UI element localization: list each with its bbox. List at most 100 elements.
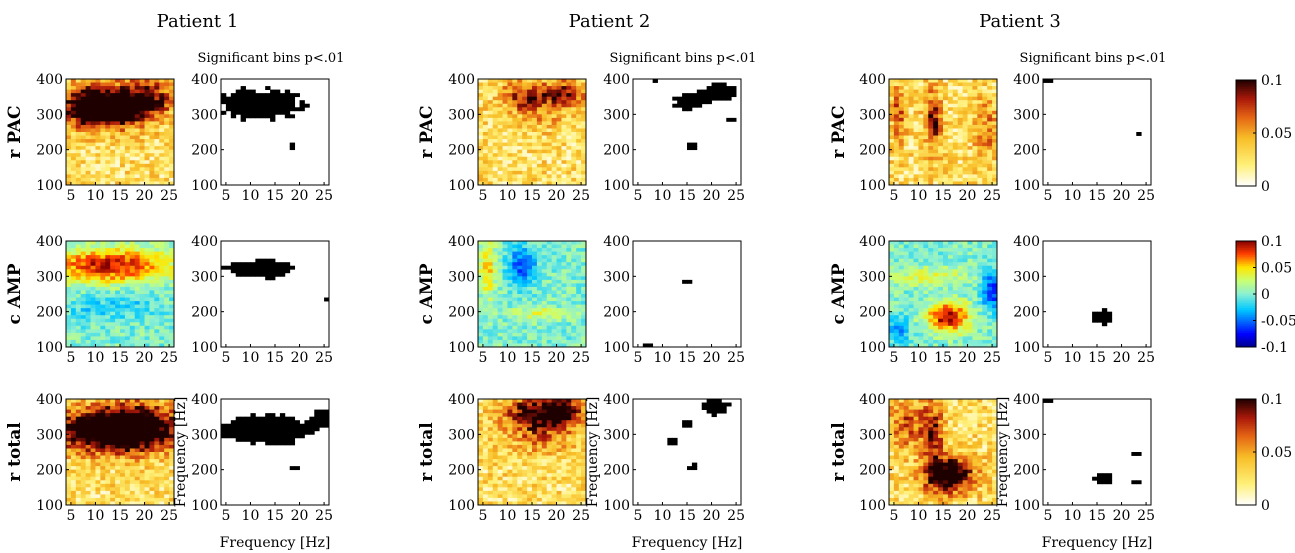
heatmap-cell	[120, 329, 126, 334]
heatmap-cell	[977, 89, 983, 94]
heatmap-cell	[918, 142, 924, 147]
heatmap-cell	[913, 258, 919, 263]
heatmap-cell	[561, 135, 567, 140]
heatmap-cell	[144, 409, 150, 414]
heatmap-cell	[139, 455, 145, 460]
heatmap-cell	[105, 156, 111, 161]
heatmap-cell	[169, 103, 175, 108]
heatmap-cell	[527, 304, 533, 309]
significant-bin	[289, 142, 296, 147]
heatmap-cell	[144, 167, 150, 172]
heatmap-cell	[80, 459, 87, 463]
heatmap-cell	[561, 139, 567, 143]
heatmap-cell	[110, 462, 116, 467]
heatmap-cell	[129, 501, 136, 506]
significant-bin	[701, 89, 708, 94]
heatmap-cell	[149, 332, 155, 337]
heatmap-cell	[893, 146, 900, 151]
heatmap-cell	[90, 315, 96, 320]
heatmap-cell	[120, 181, 126, 186]
heatmap-cell	[507, 297, 513, 302]
heatmap-cell	[478, 93, 484, 98]
heatmap-cell	[952, 308, 959, 313]
heatmap-cell	[943, 283, 949, 288]
heatmap-cell	[551, 272, 557, 277]
heatmap-cell	[105, 336, 111, 341]
heatmap-cell	[134, 286, 141, 291]
heatmap-cell	[487, 121, 494, 126]
heatmap-cell	[889, 139, 895, 143]
heatmap-cell	[85, 497, 91, 502]
heatmap-cell	[75, 487, 82, 492]
significant-bin	[270, 272, 276, 277]
heatmap-cell	[134, 110, 141, 115]
heatmap-cell	[492, 96, 499, 101]
heatmap-cell	[527, 107, 533, 112]
heatmap-cell	[913, 311, 919, 316]
y-tick-label: 400	[36, 234, 63, 250]
heatmap-cell	[982, 107, 988, 112]
heatmap-cell	[100, 142, 106, 147]
heatmap-cell	[541, 117, 548, 122]
heatmap-cell	[943, 318, 949, 323]
heatmap-cell	[134, 332, 141, 337]
heatmap-cell	[139, 483, 145, 488]
heatmap-cell	[139, 308, 145, 313]
heatmap-cell	[105, 89, 111, 94]
heatmap-cell	[110, 311, 116, 316]
heatmap-cell	[487, 336, 494, 341]
heatmap-cell	[139, 276, 145, 281]
heatmap-cell	[933, 177, 939, 182]
heatmap-cell	[581, 286, 587, 291]
heatmap-cell	[952, 269, 959, 274]
heatmap-cell	[149, 455, 155, 460]
significant-bin	[682, 93, 688, 98]
heatmap-cell	[522, 343, 528, 348]
heatmap-cell	[923, 262, 929, 267]
heatmap-cell	[522, 117, 528, 122]
significant-bin	[225, 100, 232, 105]
heatmap-cell	[566, 156, 572, 161]
heatmap-cell	[75, 86, 82, 90]
heatmap-cell	[154, 163, 160, 168]
heatmap-cell	[75, 301, 82, 305]
heatmap-cell	[933, 325, 939, 330]
heatmap-cell	[928, 283, 934, 288]
heatmap-cell	[512, 251, 518, 256]
heatmap-cell	[898, 325, 905, 330]
heatmap-cell	[908, 160, 914, 165]
heatmap-cell	[571, 96, 577, 101]
heatmap-cell	[561, 149, 567, 154]
heatmap-cell	[66, 304, 72, 309]
heatmap-cell	[144, 128, 150, 133]
heatmap-cell	[164, 160, 170, 165]
heatmap-cell	[492, 89, 499, 94]
heatmap-cell	[898, 248, 905, 252]
heatmap-cell	[576, 160, 582, 165]
heatmap-cell	[478, 265, 484, 270]
significant-bin	[279, 93, 286, 98]
heatmap-cell	[536, 290, 543, 295]
heatmap-cell	[95, 294, 101, 298]
significant-bin	[245, 265, 251, 270]
heatmap-cell	[571, 167, 577, 172]
heatmap-cell	[144, 473, 150, 478]
heatmap-cell	[478, 146, 484, 151]
heatmap-cell	[556, 343, 562, 348]
significant-bin	[706, 100, 712, 105]
heatmap-cell	[933, 79, 939, 83]
heatmap-cell	[139, 343, 145, 348]
x-tick-label: 5	[221, 188, 230, 204]
heatmap-cell	[159, 269, 165, 274]
heatmap-cell	[517, 325, 523, 330]
heatmap-cell	[80, 416, 87, 421]
heatmap-cell	[928, 343, 934, 348]
y-tick-label: 300	[1013, 269, 1040, 285]
heatmap-cell	[492, 117, 499, 122]
heatmap-cell	[517, 170, 523, 175]
heatmap-cell	[556, 110, 562, 115]
heatmap-cell	[957, 163, 964, 168]
heatmap-cell	[889, 241, 895, 245]
